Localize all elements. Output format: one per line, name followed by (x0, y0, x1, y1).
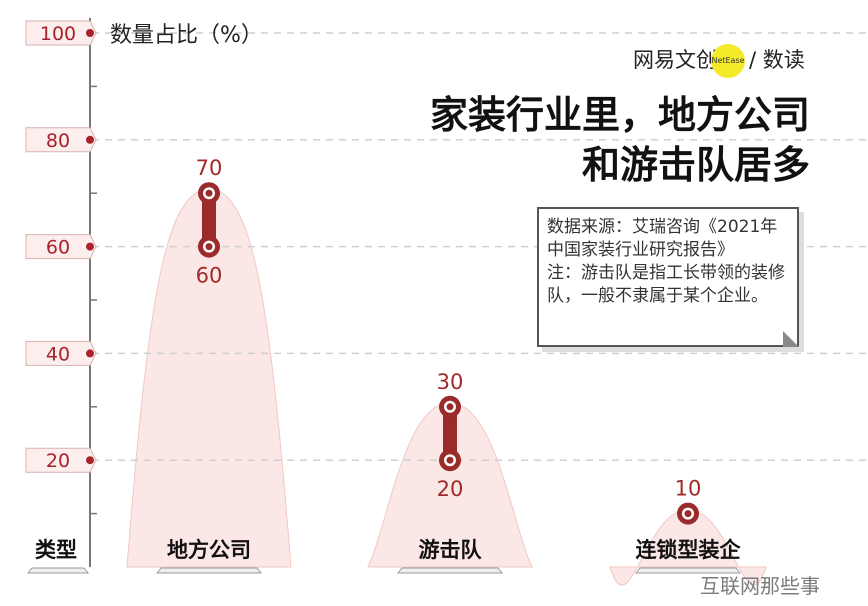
tick-dot (86, 456, 94, 465)
value-label-high: 30 (437, 370, 464, 394)
y-tick-label: 100 (40, 23, 76, 45)
tick-badge (25, 20, 97, 46)
value-label-low: 60 (196, 264, 223, 288)
category-label: 连锁型装企 (636, 538, 742, 562)
page-fold-icon (783, 331, 799, 347)
point-core (446, 403, 454, 411)
label-base (155, 567, 263, 574)
point-core (205, 243, 213, 251)
point-core (684, 510, 692, 518)
point-core (205, 189, 213, 197)
watermark: 互联网那些事 (700, 574, 820, 598)
brand-sub: / 数读 (749, 48, 805, 72)
value-label-low: 20 (437, 477, 464, 501)
netease-logo-icon: NetEase (711, 44, 745, 78)
tick-dot (86, 135, 94, 144)
y-tick-label: 40 (46, 343, 70, 365)
tick-badge (25, 234, 97, 260)
point-core (446, 456, 454, 464)
category-label: 地方公司 (167, 538, 251, 562)
tick-dot (86, 29, 94, 37)
tick-badge (25, 127, 97, 153)
y-tick-label: 80 (46, 130, 70, 152)
value-label-high: 10 (675, 477, 702, 501)
remark-text: 注：游击队是指工长带领的装修队，一般不隶属于某个企业。 (547, 263, 785, 306)
title-line-1: 家装行业里，地方公司 (430, 93, 810, 137)
source-text: 数据来源：艾瑞咨询《2021年中国家装行业研究报告》 (547, 217, 778, 260)
value-label-high: 70 (196, 156, 223, 180)
y-tick-label: 60 (46, 237, 70, 259)
y-tick-label: 20 (46, 450, 70, 472)
tick-dot (86, 349, 94, 358)
label-base (26, 567, 90, 574)
category-label: 游击队 (419, 538, 483, 562)
title-line-2: 和游击队居多 (582, 143, 810, 187)
brand-logo: 网易文创NetEase / 数读 (633, 44, 805, 78)
tick-dot (86, 242, 94, 251)
label-base (634, 567, 742, 574)
label-base (396, 567, 504, 574)
brand-name: 网易文创 (633, 48, 717, 72)
x-axis-label: 类型 (35, 538, 77, 562)
source-note-box: 数据来源：艾瑞咨询《2021年中国家装行业研究报告》 注：游击队是指工长带领的装… (537, 207, 799, 347)
y-axis-label: 数量占比（%） (110, 23, 263, 48)
tick-badge (25, 447, 97, 473)
tick-badge (25, 340, 97, 366)
